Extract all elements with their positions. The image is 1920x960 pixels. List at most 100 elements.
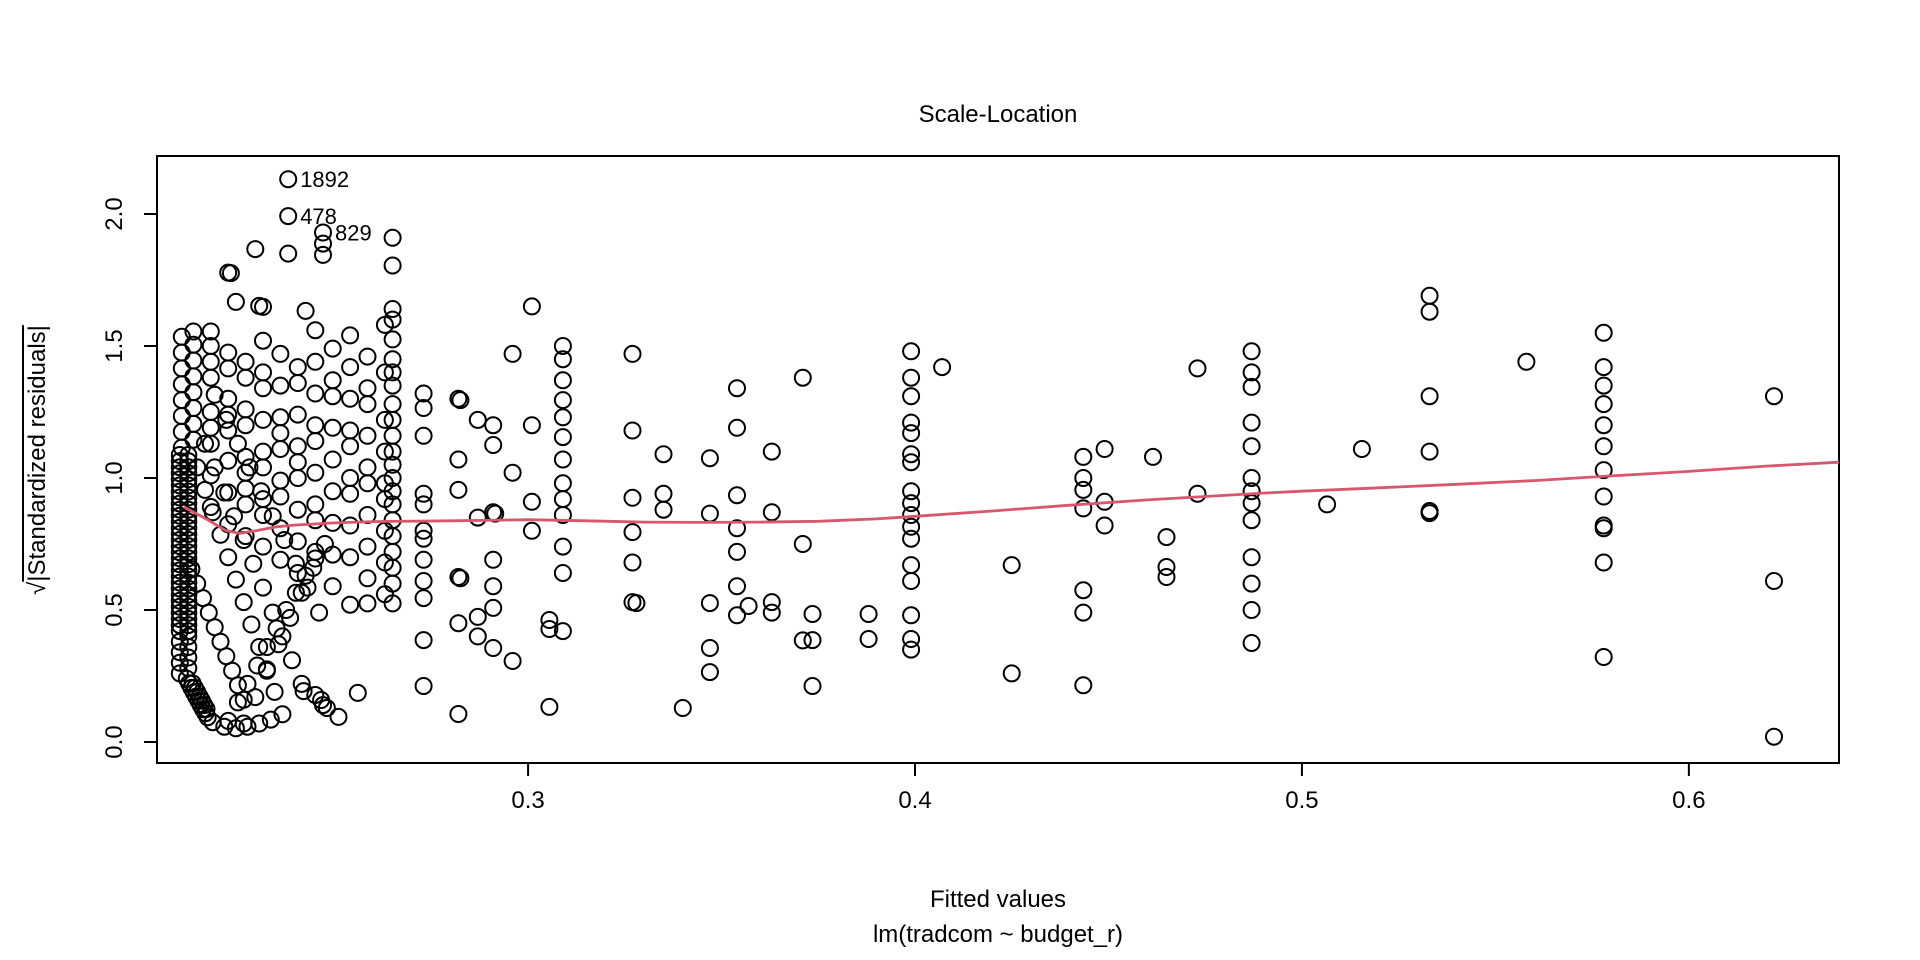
data-point <box>553 408 572 427</box>
y-tick-label: 1.0 <box>101 461 128 494</box>
data-point <box>341 469 360 487</box>
data-point <box>1157 568 1176 586</box>
data-point <box>358 379 377 398</box>
data-point <box>288 358 307 377</box>
data-point <box>341 326 360 345</box>
x-axis-title: Fitted values <box>929 886 1067 913</box>
data-point <box>623 523 642 542</box>
data-point <box>306 511 325 530</box>
data-point <box>503 652 522 670</box>
data-point <box>1420 302 1439 321</box>
data-point <box>288 500 307 519</box>
data-point <box>383 310 402 329</box>
data-point <box>553 371 572 390</box>
data-point <box>306 549 325 568</box>
data-point <box>383 300 402 318</box>
data-point <box>323 482 342 501</box>
data-point <box>306 321 325 340</box>
data-point <box>468 607 487 626</box>
data-point <box>1002 556 1021 575</box>
data-point <box>203 503 222 522</box>
data-point <box>358 474 377 493</box>
data-point <box>317 699 336 717</box>
data-point <box>323 339 342 358</box>
data-point <box>1242 482 1261 501</box>
data-point <box>288 437 307 456</box>
data-point <box>341 358 360 377</box>
data-point <box>414 572 433 590</box>
data-point <box>553 564 572 582</box>
outlier-label: 829 <box>335 221 372 246</box>
data-point <box>201 352 220 371</box>
data-point <box>172 407 191 425</box>
data-point <box>238 674 257 693</box>
x-tick-label: 0.5 <box>1285 787 1318 814</box>
data-point <box>288 532 307 551</box>
data-point <box>1594 461 1613 480</box>
data-point <box>762 503 781 522</box>
data-point <box>484 436 503 454</box>
data-point <box>540 611 559 629</box>
data-point <box>323 577 342 596</box>
data-point <box>902 413 921 432</box>
data-point <box>1242 377 1261 396</box>
data-point <box>553 428 572 447</box>
data-point <box>728 418 746 437</box>
data-point <box>700 639 719 657</box>
data-point <box>803 605 822 623</box>
data-point <box>553 537 572 556</box>
data-point <box>254 506 272 524</box>
data-point <box>179 543 198 562</box>
data-point <box>1765 572 1783 590</box>
data-point <box>700 663 719 682</box>
data-point <box>728 606 746 625</box>
data-point <box>283 651 301 670</box>
data-point <box>654 500 673 519</box>
data-point <box>902 387 921 406</box>
y-tick-label: 2.0 <box>101 197 128 230</box>
data-point <box>383 228 402 247</box>
data-point <box>414 631 433 650</box>
data-point <box>179 512 198 531</box>
data-point <box>219 483 238 502</box>
data-point <box>522 297 541 316</box>
data-point <box>215 483 234 502</box>
data-point <box>553 622 572 641</box>
data-point <box>240 458 259 477</box>
data-point <box>288 453 307 472</box>
data-point <box>201 418 220 437</box>
data-point <box>522 521 541 540</box>
data-point <box>503 463 522 482</box>
data-point <box>201 434 220 453</box>
data-point <box>172 422 191 441</box>
data-point <box>1420 286 1439 305</box>
data-point <box>902 453 921 472</box>
data-point <box>358 537 377 556</box>
y-tick-label: 0.5 <box>101 593 128 626</box>
y-tick-label: 1.5 <box>101 329 128 362</box>
data-point <box>451 569 470 588</box>
data-point <box>294 682 313 701</box>
data-point <box>1594 553 1613 572</box>
data-point <box>263 507 282 526</box>
data-point <box>179 525 198 543</box>
data-point <box>196 480 214 499</box>
data-point <box>627 594 646 613</box>
data-point <box>244 554 263 573</box>
data-point <box>902 494 921 513</box>
data-point <box>902 529 921 548</box>
y-tick-label: 0.0 <box>101 725 128 758</box>
data-point <box>700 504 719 523</box>
data-point <box>179 622 198 641</box>
data-point <box>184 383 203 402</box>
data-point <box>250 638 269 656</box>
y-axis-title: √|Standardized residuals| <box>24 325 52 595</box>
data-point <box>358 594 377 613</box>
data-point <box>902 368 921 387</box>
data-point <box>1242 437 1261 456</box>
data-point <box>188 458 207 477</box>
data-point <box>236 352 255 371</box>
data-point <box>172 375 191 394</box>
data-point <box>414 384 433 403</box>
